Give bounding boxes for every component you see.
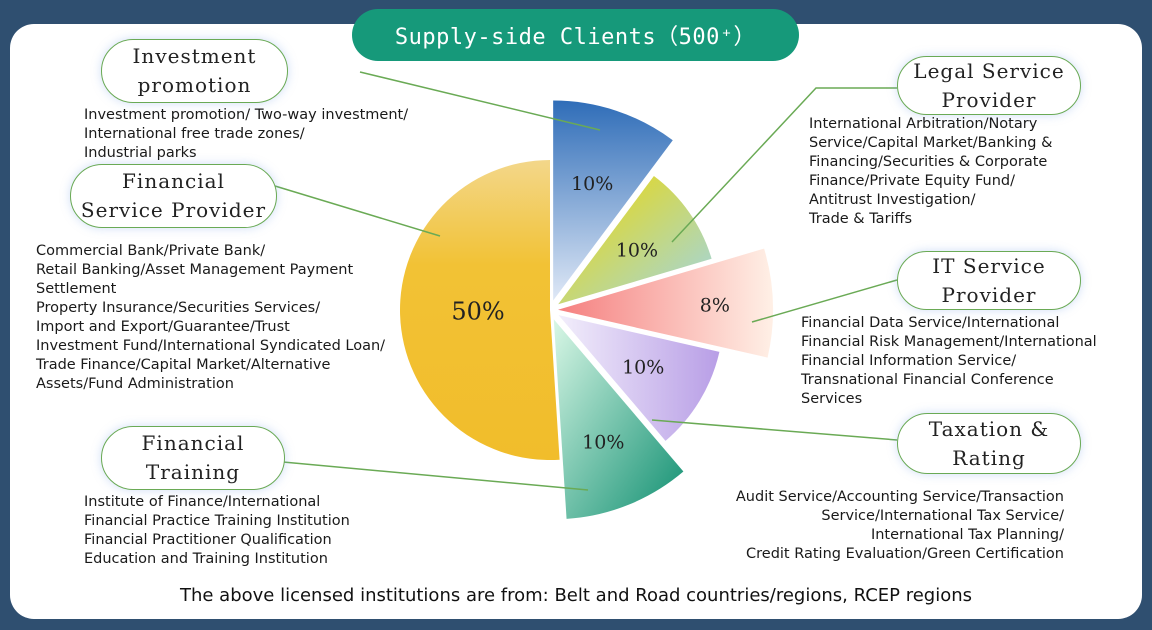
desc-financial-service-provider: Commercial Bank/Private Bank/ Retail Ban… <box>36 243 386 392</box>
connector-line <box>651 419 898 441</box>
pie-slice-it-service-provider <box>557 248 773 358</box>
bubble-label: Financial Service Provider <box>80 169 267 222</box>
slice-value-label: 10% <box>582 432 624 454</box>
bubble-label: Legal Service Provider <box>913 58 1065 112</box>
chart-title: Supply-side Clients（500⁺） <box>352 9 799 61</box>
pie-slice-financial-service-provider <box>400 160 560 460</box>
desc-financial-training: Institute of Finance/International Finan… <box>84 494 350 567</box>
slice-value-label: 10% <box>616 239 658 261</box>
footer-note: The above licensed institutions are from… <box>179 585 973 606</box>
slice-value-label: 8% <box>700 295 730 317</box>
bubble-taxation-rating: Taxation & Rating <box>897 413 1081 474</box>
connector-line <box>671 87 897 243</box>
bubble-it-service-provider: IT Service Provider <box>897 251 1081 310</box>
connector-line <box>751 279 898 323</box>
bubble-financial-service-provider: Financial Service Provider <box>70 164 277 228</box>
bubble-financial-training: Financial Training <box>101 426 285 490</box>
slice-value-label: 10% <box>571 173 613 195</box>
bubble-legal-service-provider: Legal Service Provider <box>897 56 1081 115</box>
bubble-label: Investment promotion <box>132 44 257 97</box>
connector-line <box>274 185 441 237</box>
pie-slice-financial-training <box>553 319 684 519</box>
bubble-label: IT Service Provider <box>932 253 1046 307</box>
slice-value-label: 10% <box>622 357 664 379</box>
pie-slice-investment-promotion <box>553 100 673 301</box>
slice-value-label: 50% <box>451 297 504 325</box>
desc-investment-promotion: Investment promotion/ Two-way investment… <box>84 107 409 161</box>
pie-slice-legal-service-provider <box>558 176 712 305</box>
desc-legal-service-provider: International Arbitration/Notary Service… <box>809 116 1053 227</box>
pie-slice-taxation-rating <box>558 315 720 441</box>
desc-it-service-provider: Financial Data Service/International Fin… <box>801 315 1097 407</box>
bubble-label: Financial Training <box>141 431 245 484</box>
desc-taxation-rating: Audit Service/Accounting Service/Transac… <box>735 489 1064 562</box>
bubble-label: Taxation & Rating <box>928 416 1050 470</box>
connector-line <box>359 71 601 131</box>
bubble-investment-promotion: Investment promotion <box>101 39 288 103</box>
connector-line <box>282 461 589 491</box>
